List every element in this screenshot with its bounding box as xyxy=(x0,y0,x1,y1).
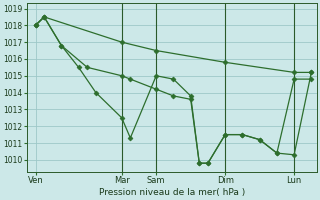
X-axis label: Pression niveau de la mer( hPa ): Pression niveau de la mer( hPa ) xyxy=(99,188,245,197)
